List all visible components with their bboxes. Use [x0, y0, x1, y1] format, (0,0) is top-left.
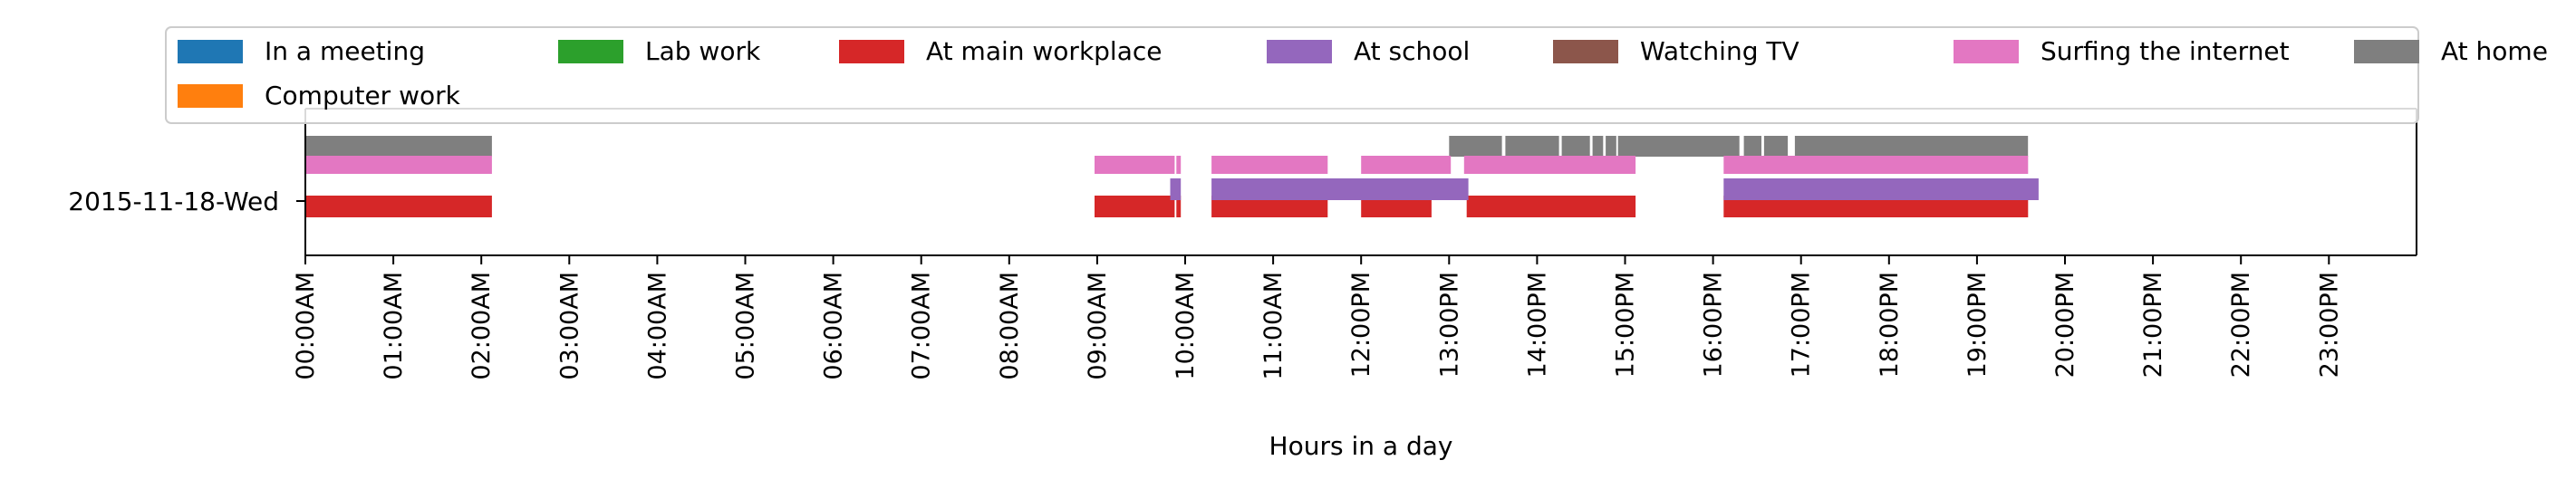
bar-at-school-0 — [1170, 178, 1182, 200]
legend-swatch-in-a-meeting — [178, 40, 243, 63]
x-tick-label: 05:00AM — [732, 272, 760, 380]
x-tick-label: 11:00AM — [1259, 272, 1288, 380]
bar-surfing-the-internet-0 — [305, 156, 492, 174]
bar-at-home-2 — [1505, 136, 1559, 157]
x-tick-label: 16:00PM — [1700, 272, 1728, 378]
x-tick-label: 07:00AM — [908, 272, 936, 380]
bar-at-home-8 — [1618, 136, 1740, 157]
x-tick-label: 14:00PM — [1523, 272, 1551, 378]
legend-swatch-lab-work — [558, 40, 623, 63]
x-tick-label: 20:00PM — [2051, 272, 2079, 378]
bar-at-main-workplace-0 — [305, 196, 492, 217]
x-tick-label: 13:00PM — [1435, 272, 1463, 378]
x-tick-label: 04:00AM — [643, 272, 671, 380]
y-category-label: 2015-11-18-Wed — [68, 187, 279, 216]
x-tick-label: 10:00AM — [1172, 272, 1200, 380]
x-tick-label: 06:00AM — [820, 272, 848, 380]
bar-at-home-1 — [1449, 136, 1502, 157]
x-axis-title: Hours in a day — [1269, 431, 1453, 461]
bar-at-school-1 — [1211, 178, 1469, 200]
legend-swatch-computer-work — [178, 84, 243, 108]
bar-at-school-2 — [1723, 178, 2039, 200]
bar-surfing-the-internet-1 — [1095, 156, 1175, 174]
legend-label-computer-work: Computer work — [265, 81, 461, 110]
bar-at-home-0 — [305, 136, 492, 157]
x-tick-label: 17:00PM — [1788, 272, 1816, 378]
bar-at-home-3 — [1561, 136, 1590, 157]
bar-surfing-the-internet-3 — [1211, 156, 1328, 174]
x-tick-label: 09:00AM — [1084, 272, 1112, 380]
legend-swatch-surfing-the-internet — [1954, 40, 2019, 63]
bar-at-home-5 — [1606, 136, 1616, 157]
bar-surfing-the-internet-5 — [1463, 156, 1636, 174]
bar-at-home-4 — [1592, 136, 1604, 157]
bar-at-main-workplace-2 — [1176, 196, 1182, 217]
bar-surfing-the-internet-2 — [1176, 156, 1182, 174]
x-tick-label: 02:00AM — [468, 272, 496, 380]
legend-label-in-a-meeting: In a meeting — [265, 36, 425, 66]
legend-label-at-home: At home — [2441, 36, 2548, 66]
x-tick-label: 23:00PM — [2315, 272, 2343, 378]
x-tick-label: 08:00AM — [996, 272, 1024, 380]
legend-label-watching-tv: Watching TV — [1640, 36, 1799, 66]
x-tick-label: 12:00PM — [1347, 272, 1375, 378]
bar-at-home-10 — [1763, 136, 1789, 157]
legend-box — [165, 26, 2419, 124]
x-tick-label: 03:00AM — [555, 272, 584, 380]
bar-surfing-the-internet-6 — [1723, 156, 2029, 174]
x-tick-label: 00:00AM — [292, 272, 320, 380]
legend-swatch-at-school — [1267, 40, 1332, 63]
x-tick-label: 01:00AM — [380, 272, 408, 380]
legend-swatch-watching-tv — [1553, 40, 1618, 63]
x-tick-label: 22:00PM — [2227, 272, 2255, 378]
legend-label-at-main-workplace: At main workplace — [926, 36, 1163, 66]
bar-surfing-the-internet-4 — [1361, 156, 1452, 174]
bar-at-home-9 — [1743, 136, 1761, 157]
x-tick-label: 15:00PM — [1612, 272, 1640, 378]
x-tick-label: 21:00PM — [2139, 272, 2167, 378]
legend-swatch-at-main-workplace — [839, 40, 904, 63]
bar-at-main-workplace-5 — [1466, 196, 1636, 217]
legend-label-surfing-the-internet: Surfing the internet — [2041, 36, 2290, 66]
x-tick-label: 18:00PM — [1876, 272, 1904, 378]
legend-label-lab-work: Lab work — [645, 36, 761, 66]
legend-label-at-school: At school — [1354, 36, 1470, 66]
legend-swatch-at-home — [2354, 40, 2419, 63]
x-tick-label: 19:00PM — [1963, 272, 1992, 378]
bar-at-main-workplace-1 — [1095, 196, 1175, 217]
bar-at-home-11 — [1794, 136, 2029, 157]
